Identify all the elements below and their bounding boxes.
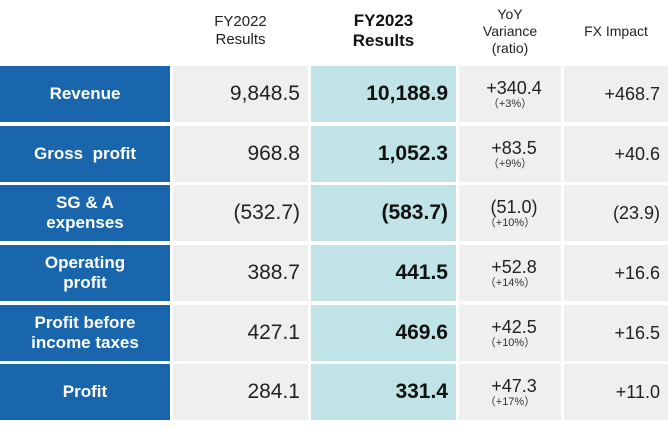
row-label: Operating profit — [0, 245, 170, 301]
row-label-text: Revenue — [49, 84, 121, 103]
variance-cell: +340.4 （+3%） — [459, 66, 561, 122]
row-label-line1: Profit before — [34, 313, 136, 332]
table-row-revenue: Revenue 9,848.5 10,188.9 +340.4 （+3%） +4… — [0, 66, 668, 122]
header-fx-label: FX Impact — [584, 22, 648, 39]
variance-cell: (51.0) （+10%） — [459, 185, 561, 241]
header-fy2023: FY2023 Results — [311, 0, 456, 62]
header-variance-line1: YoY — [497, 5, 523, 22]
fy2023-value: 331.4 — [311, 364, 456, 420]
fy2022-value: 388.7 — [173, 245, 308, 301]
header-fy2023-line2: Results — [352, 31, 415, 50]
fy2022-value: 968.8 — [173, 126, 308, 182]
fy2023-value: 469.6 — [311, 305, 456, 361]
variance-ratio: （+3%） — [487, 97, 533, 110]
row-label-text: Profit before income taxes — [31, 313, 139, 353]
row-label: Profit — [0, 364, 170, 420]
row-label: Revenue — [0, 66, 170, 122]
fy2022-value: (532.7) — [173, 185, 308, 241]
header-fy2023-line1: FY2023 — [353, 11, 414, 30]
variance-cell: +83.5 （+9%） — [459, 126, 561, 182]
variance-cell: +42.5 （+10%） — [459, 305, 561, 361]
header-variance-line3: (ratio) — [491, 39, 529, 56]
fx-impact-value: +11.0 — [564, 364, 668, 420]
row-label-line2: income taxes — [31, 333, 139, 352]
fy2022-value: 284.1 — [173, 364, 308, 420]
row-label-text: Gross profit — [33, 144, 136, 163]
fx-impact-value: +40.6 — [564, 126, 668, 182]
fx-impact-value: (23.9) — [564, 185, 668, 241]
row-label-line2: profit — [63, 273, 107, 292]
variance-ratio: （+14%） — [484, 276, 536, 289]
header-fy2022-line2: Results — [215, 31, 266, 48]
variance-cell: +52.8 （+14%） — [459, 245, 561, 301]
row-label: Gross profit — [0, 126, 170, 182]
variance-value: (51.0) — [490, 196, 538, 217]
header-fy2022-line1: FY2022 — [214, 13, 267, 30]
fy2022-value: 9,848.5 — [173, 66, 308, 122]
table-row-gross-profit: Gross profit 968.8 1,052.3 +83.5 （+9%） +… — [0, 126, 668, 182]
row-label: Profit before income taxes — [0, 305, 170, 361]
variance-ratio: （+9%） — [487, 157, 533, 170]
header-variance: YoY Variance (ratio) — [459, 0, 561, 62]
header-fx-impact: FX Impact — [564, 0, 668, 62]
row-label-line2: expenses — [46, 213, 124, 232]
row-label-text: Profit — [62, 382, 108, 401]
table-row-profit: Profit 284.1 331.4 +47.3 （+17%） +11.0 — [0, 364, 668, 420]
fy2023-value: 441.5 — [311, 245, 456, 301]
variance-value: +52.8 — [491, 256, 537, 277]
variance-ratio: （+10%） — [484, 336, 536, 349]
variance-value: +83.5 — [491, 137, 537, 158]
fx-impact-value: +16.6 — [564, 245, 668, 301]
table-row-operating-profit: Operating profit 388.7 441.5 +52.8 （+14%）… — [0, 245, 668, 301]
variance-value: +47.3 — [491, 375, 537, 396]
fy2023-value: 10,188.9 — [311, 66, 456, 122]
row-label-text: Operating profit — [45, 253, 125, 293]
fy2023-value: (583.7) — [311, 185, 456, 241]
fy2023-value: 1,052.3 — [311, 126, 456, 182]
fx-impact-value: +468.7 — [564, 66, 668, 122]
header-variance-line2: Variance — [482, 22, 538, 39]
variance-ratio: （+17%） — [484, 395, 536, 408]
row-label-line1: Operating — [44, 253, 126, 272]
row-label-line1: SG & A — [56, 193, 114, 212]
variance-value: +340.4 — [486, 77, 542, 98]
fy2022-value: 427.1 — [173, 305, 308, 361]
variance-value: +42.5 — [491, 316, 537, 337]
fx-impact-value: +16.5 — [564, 305, 668, 361]
header-fy2022: FY2022 Results — [173, 0, 308, 62]
variance-cell: +47.3 （+17%） — [459, 364, 561, 420]
variance-ratio: （+10%） — [484, 216, 536, 229]
table-row-profit-before-taxes: Profit before income taxes 427.1 469.6 +4… — [0, 305, 668, 361]
